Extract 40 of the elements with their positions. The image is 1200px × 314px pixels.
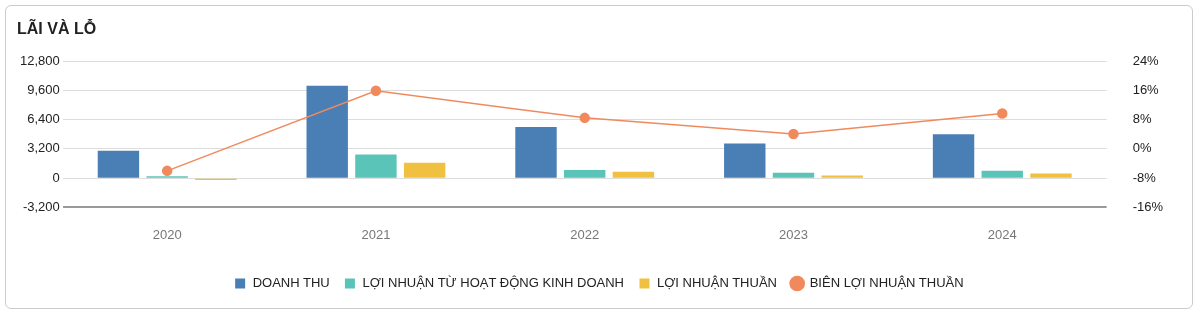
bar xyxy=(1030,173,1072,178)
point xyxy=(788,128,799,140)
x-tick-label: 2024 xyxy=(987,226,1017,242)
x-tick-label: 2022 xyxy=(570,226,600,242)
y-tick-label: 9,600 xyxy=(27,82,60,98)
bar xyxy=(306,85,348,178)
y2-tick-label: 24% xyxy=(1132,52,1160,68)
legend-label: LỢI NHUẬN THUẦN xyxy=(656,275,777,291)
bar xyxy=(932,134,975,178)
y2-tick-label: -8% xyxy=(1132,169,1157,185)
y2-tick-label: 0% xyxy=(1132,140,1152,156)
legend-label: DOANH THU xyxy=(252,275,330,291)
y2-tick-label: -16% xyxy=(1132,198,1164,214)
bar xyxy=(724,143,766,178)
legend-label: BIÊN LỢI NHUẬN THUẦN xyxy=(809,275,964,291)
point xyxy=(997,108,1008,119)
bar xyxy=(564,169,606,178)
bar xyxy=(772,172,815,178)
bar xyxy=(612,171,655,178)
point xyxy=(579,112,590,124)
y-tick-label: 12,800 xyxy=(20,52,60,68)
y2-tick-label: 8% xyxy=(1132,111,1152,127)
x-tick-label: 2021 xyxy=(361,226,391,242)
y-tick-label: 6,400 xyxy=(27,111,60,127)
point xyxy=(161,165,173,177)
x-tick-label: 2020 xyxy=(152,226,182,242)
bar xyxy=(355,154,397,178)
chart-title: LÃI VÀ LỖ xyxy=(17,18,97,38)
bar xyxy=(981,170,1023,178)
y-tick-label: 3,200 xyxy=(27,140,60,156)
point xyxy=(370,85,382,97)
bar xyxy=(97,150,140,178)
bar xyxy=(515,126,557,178)
bar xyxy=(403,162,446,178)
bar xyxy=(821,175,863,178)
legend-label: LỢI NHUẬN TỪ HOẠT ĐỘNG KINH DOANH xyxy=(362,275,625,291)
y-tick-label: 0 xyxy=(52,169,60,185)
y-tick-label: -3,200 xyxy=(22,198,60,214)
x-tick-label: 2023 xyxy=(779,226,808,242)
y2-tick-label: 16% xyxy=(1132,82,1160,98)
